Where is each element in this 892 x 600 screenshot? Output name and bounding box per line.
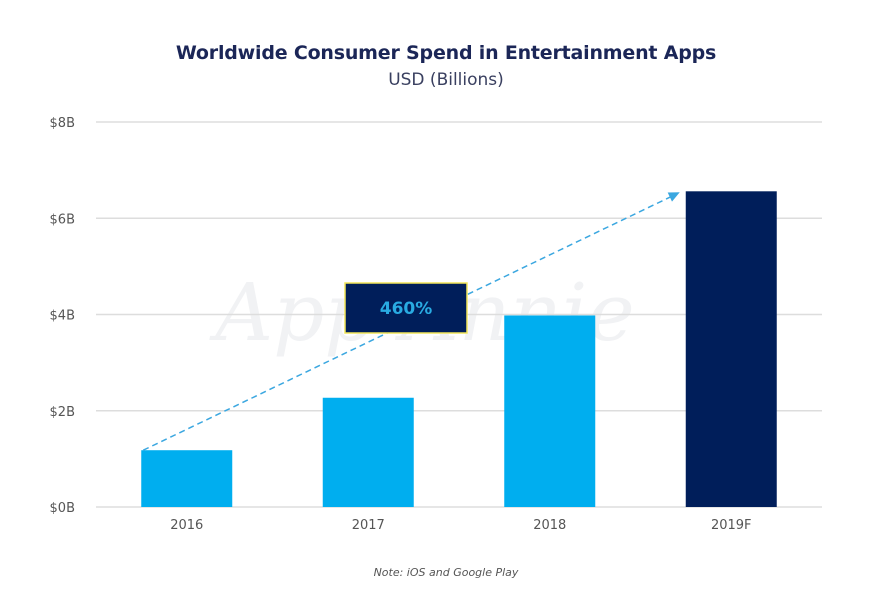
x-tick-label: 2018 bbox=[533, 518, 566, 533]
y-tick-label: $0B bbox=[50, 501, 75, 516]
bar-2017 bbox=[322, 397, 414, 507]
growth-label-rect bbox=[344, 282, 468, 334]
growth-label-box: 460% bbox=[344, 282, 468, 334]
x-tick-label: 2016 bbox=[170, 518, 203, 533]
arrow-head-icon bbox=[667, 192, 680, 202]
x-tick-label: 2019F bbox=[711, 518, 752, 533]
growth-label-text: 460% bbox=[380, 299, 433, 319]
y-axis-ticks: $0B $2B $4B $6B $8B bbox=[50, 116, 75, 516]
bars bbox=[141, 191, 777, 508]
y-tick-label: $6B bbox=[50, 212, 75, 227]
chart-title: Worldwide Consumer Spend in Entertainmen… bbox=[175, 42, 717, 64]
bar-2018 bbox=[504, 315, 596, 507]
y-tick-label: $8B bbox=[50, 116, 75, 131]
x-axis-ticks: 2016 2017 2018 2019F bbox=[170, 518, 751, 533]
y-tick-label: $4B bbox=[50, 309, 75, 324]
chart-subtitle: USD (Billions) bbox=[388, 70, 504, 90]
bar-2016 bbox=[141, 450, 233, 507]
y-tick-label: $2B bbox=[50, 405, 75, 420]
chart-note: Note: iOS and Google Play bbox=[373, 566, 519, 579]
x-tick-label: 2017 bbox=[352, 518, 385, 533]
bar-2019f bbox=[685, 191, 777, 508]
